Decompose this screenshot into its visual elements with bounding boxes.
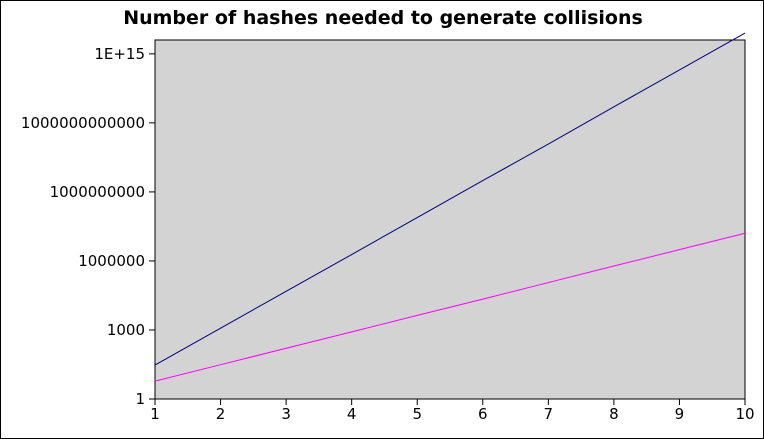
plot-area <box>154 39 746 400</box>
x-tick-label: 7 <box>544 405 554 423</box>
x-tick-label: 3 <box>281 405 291 423</box>
x-tick-label: 2 <box>216 405 226 423</box>
y-tick-label: 1000000 <box>78 252 145 270</box>
series-line-2 <box>154 232 746 382</box>
x-tick-label: 9 <box>675 405 685 423</box>
y-tick-label: 1000000000000 <box>21 114 145 132</box>
y-tick-label: 1 <box>135 390 145 408</box>
x-tick-label: 1 <box>150 405 160 423</box>
x-tick-label: 8 <box>609 405 619 423</box>
x-tick-label: 6 <box>478 405 488 423</box>
y-tick-label: 1E+15 <box>94 45 145 63</box>
y-tick-label: 1000 <box>107 321 145 339</box>
x-tick-label: 4 <box>347 405 357 423</box>
x-tick-label: 5 <box>412 405 422 423</box>
y-tick-label: 1000000000 <box>50 183 145 201</box>
x-tick-label: 10 <box>735 405 754 423</box>
chart-title: Number of hashes needed to generate coll… <box>123 7 643 29</box>
series-line-1 <box>154 32 746 366</box>
